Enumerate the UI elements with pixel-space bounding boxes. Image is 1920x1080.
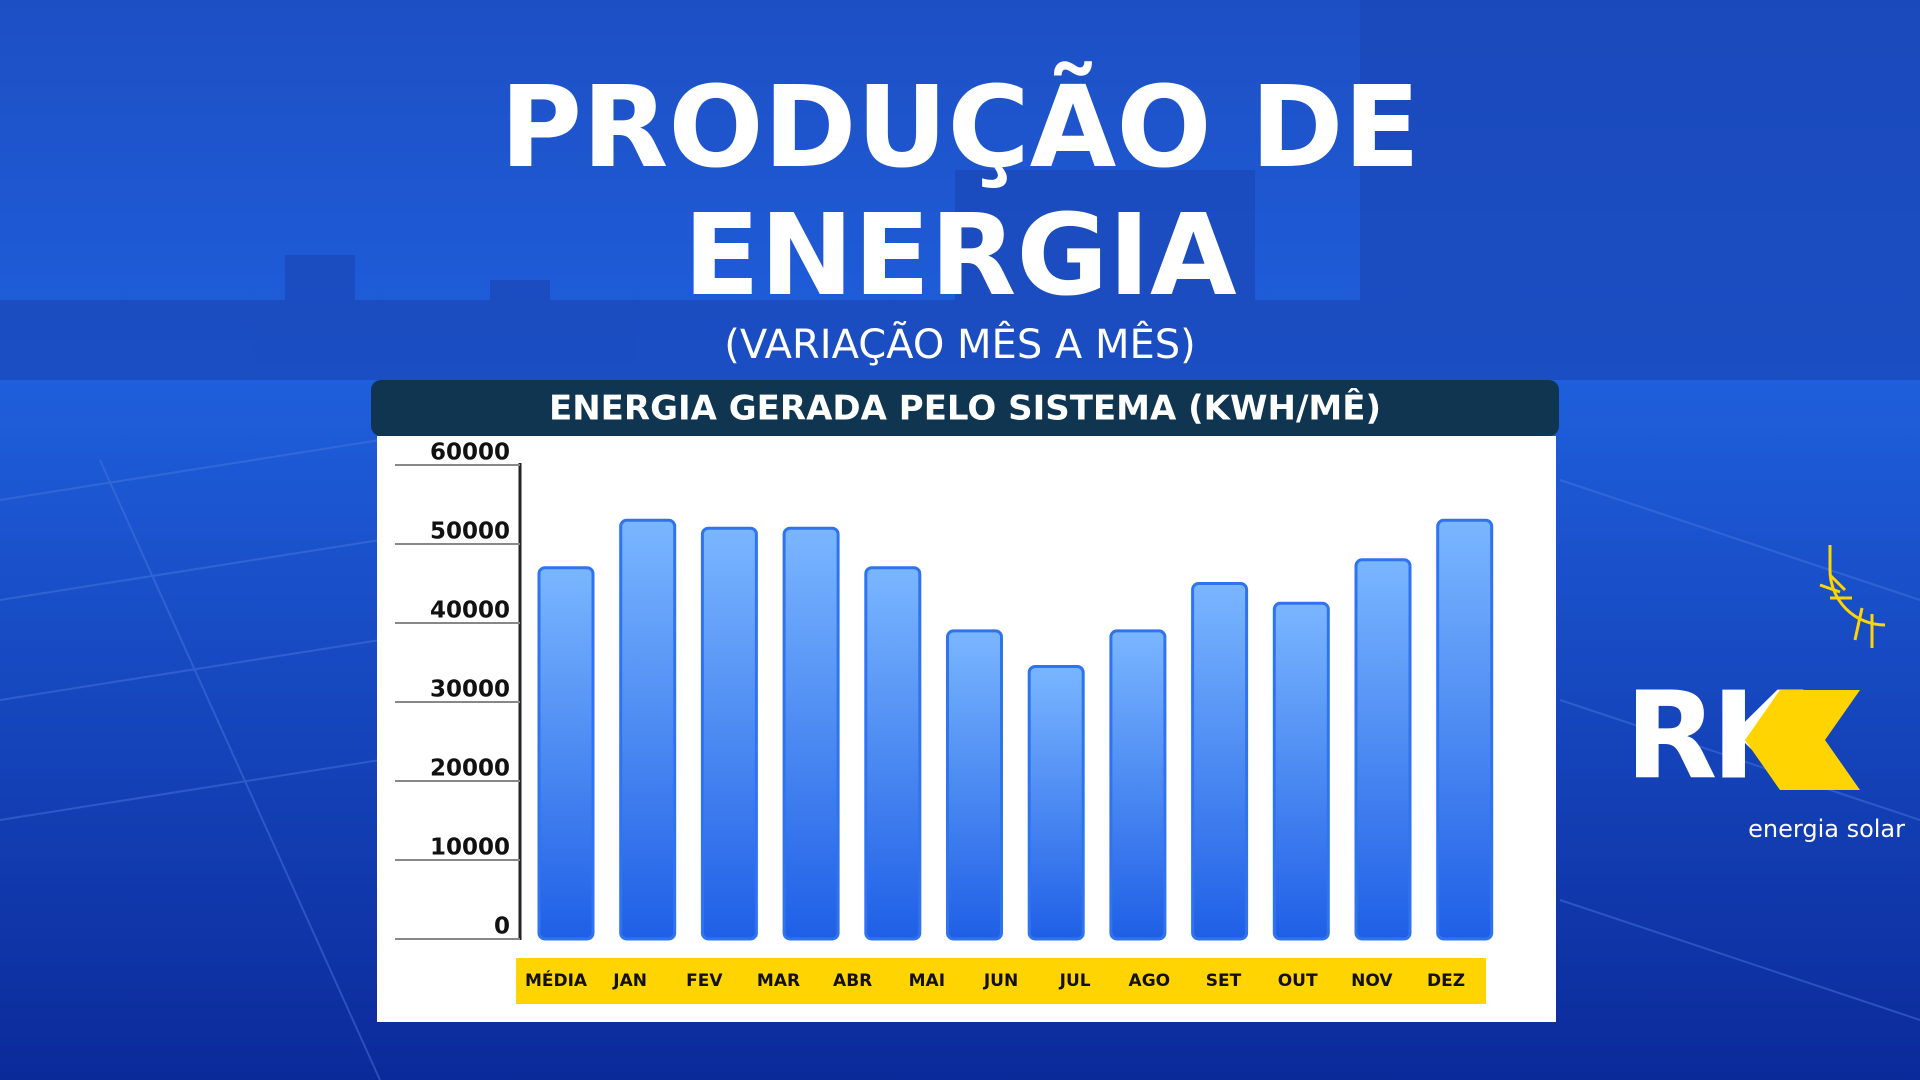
x-tick-label: OUT	[1278, 971, 1318, 991]
y-tick-label: 20000	[430, 756, 510, 782]
x-tick-label: JAN	[612, 971, 647, 991]
bar	[1027, 664, 1085, 941]
x-tick-label: MAR	[757, 971, 800, 991]
bar	[700, 526, 758, 941]
subtitle: (VARIAÇÃO MÊS A MÊS)	[724, 320, 1196, 368]
bar	[619, 518, 677, 941]
label-strip	[516, 958, 1486, 1004]
x-tick-label: FEV	[686, 971, 723, 991]
x-tick-label: ABR	[833, 971, 872, 991]
logo-chevrons	[1745, 690, 1860, 790]
solar-panels	[0, 439, 1920, 1080]
sun	[1819, 545, 1886, 648]
x-tick-label: MAI	[909, 971, 945, 991]
logo-tagline: energia solar	[1748, 815, 1905, 843]
bar	[1354, 558, 1412, 941]
bar	[537, 566, 595, 941]
bar	[782, 526, 840, 941]
x-tick-label: AGO	[1129, 971, 1171, 991]
bar	[946, 629, 1003, 941]
chart-header	[371, 380, 1559, 436]
x-tick-label: MÉDIA	[525, 969, 588, 991]
x-tick-label: JUL	[1059, 971, 1091, 991]
y-tick-label: 10000	[430, 835, 510, 861]
bar	[864, 566, 922, 941]
bar	[1109, 629, 1167, 941]
y-tick-label: 30000	[430, 677, 510, 703]
x-tick-label: SET	[1206, 971, 1242, 991]
bar	[1191, 582, 1249, 941]
bar	[1272, 601, 1330, 941]
x-tick-label: NOV	[1351, 971, 1393, 991]
y-tick-label: 40000	[430, 598, 510, 624]
title-line: ENERGIA	[683, 191, 1237, 321]
y-tick-label: 0	[494, 914, 510, 940]
bar	[1436, 518, 1494, 941]
y-tick-label: 50000	[430, 519, 510, 545]
x-tick-label: DEZ	[1427, 971, 1465, 991]
y-tick-label: 60000	[430, 440, 510, 466]
title-line: PRODUÇÃO DE	[500, 61, 1420, 193]
skyline	[0, 0, 1920, 380]
chart-title: ENERGIA GERADA PELO SISTEMA (KWH/MÊ)	[549, 388, 1381, 429]
x-tick-label: JUN	[983, 971, 1018, 991]
